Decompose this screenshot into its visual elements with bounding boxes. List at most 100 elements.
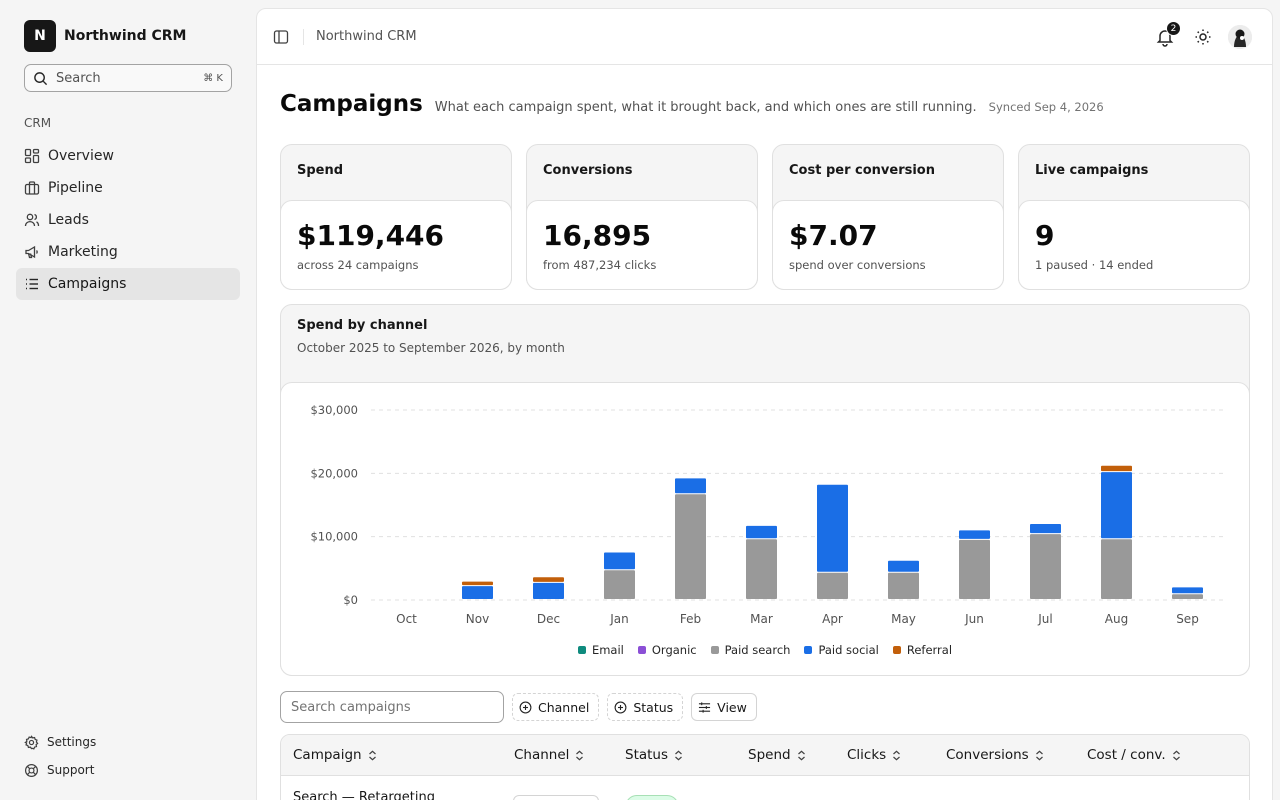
theme-toggle-button[interactable] [1193, 27, 1213, 47]
sort-icon [1035, 749, 1043, 761]
campaign-name[interactable]: Search — Retargeting [293, 790, 436, 800]
sort-icon [797, 749, 805, 761]
bar-segment [888, 572, 919, 599]
megaphone-icon [25, 245, 38, 259]
column-label: Clicks [847, 747, 887, 763]
kpi-subtext: from 487,234 clicks [543, 258, 657, 272]
chart-subtitle: October 2025 to September 2026, by month [297, 341, 565, 355]
legend-label: Paid search [724, 643, 791, 657]
brand[interactable]: N Northwind CRM [24, 20, 186, 52]
sidebar-item-leads[interactable]: Leads [16, 204, 240, 236]
sidebar-item-support[interactable]: Support [16, 756, 240, 784]
sidebar-item-campaigns[interactable]: Campaigns [16, 268, 240, 300]
x-tick-label: Sep [1176, 612, 1199, 626]
brand-logo: N [24, 20, 56, 52]
legend-swatch [637, 646, 646, 654]
column-header-spend[interactable]: Spend [748, 747, 806, 763]
sidebar-nav: Overview Pipeline Leads Marketing Campai… [16, 140, 240, 300]
main-panel: Northwind CRM 2 Campaigns What each camp… [256, 8, 1273, 800]
legend-item[interactable]: Paid social [804, 643, 879, 657]
lifebuoy-icon [24, 763, 39, 777]
breadcrumb: Northwind CRM [316, 29, 417, 44]
sidebar: N Northwind CRM Search ⌘ K CRM Overview … [0, 0, 256, 800]
chart-title: Spend by channel [297, 318, 428, 333]
column-header-channel[interactable]: Channel [514, 747, 584, 763]
legend-swatch [577, 646, 586, 654]
kpi-value: $7.07 [789, 219, 878, 252]
chart-body: $0 $10,000 $20,000 $30,000 Oct Nov Dec Jan Feb Ma… [280, 382, 1250, 676]
sidebar-search-input[interactable]: Search ⌘ K [24, 64, 232, 92]
x-tick-label: Aug [1105, 612, 1128, 626]
column-header-clicks[interactable]: Clicks [847, 747, 901, 763]
legend-label: Referral [906, 643, 953, 657]
kpi-body: $7.07 spend over conversions [772, 200, 1004, 290]
sidebar-item-marketing[interactable]: Marketing [16, 236, 240, 268]
section-label-crm: CRM [24, 116, 52, 130]
bar-segment [888, 560, 919, 572]
legend-item[interactable]: Organic [637, 643, 697, 657]
bar-segment [817, 572, 848, 599]
sidebar-item-label: Pipeline [48, 180, 103, 196]
kpi-value: 9 [1035, 219, 1055, 252]
bar-segment [1030, 524, 1061, 534]
bar-segment [1172, 587, 1203, 594]
plus-circle-icon [519, 701, 532, 713]
sidebar-item-overview[interactable]: Overview [16, 140, 240, 172]
x-tick-label: Dec [537, 612, 560, 626]
x-tick-label: Oct [396, 612, 417, 626]
legend-swatch [804, 646, 813, 654]
sidebar-footer-nav: Settings Support [16, 728, 240, 784]
column-label: Channel [514, 747, 570, 763]
legend-item[interactable]: Referral [892, 643, 953, 657]
bar-segment [604, 552, 635, 570]
column-header-cost-per-conversion[interactable]: Cost / conv. [1087, 747, 1181, 763]
view-options-button[interactable]: View [691, 693, 757, 721]
legend-item[interactable]: Paid search [710, 643, 791, 657]
bar-segment [604, 570, 635, 599]
status-filter-button[interactable]: Status [607, 693, 684, 721]
kpi-card-cost-per-conversion: Cost per conversion $7.07 spend over con… [772, 144, 1004, 290]
sidebar-toggle-button[interactable] [269, 25, 293, 49]
bar-segment [746, 525, 777, 539]
legend-label: Organic [651, 643, 697, 657]
legend-item[interactable]: Email [577, 643, 624, 657]
sliders-icon [699, 701, 711, 713]
kpi-value: $119,446 [297, 219, 445, 252]
column-label: Status [625, 747, 669, 763]
sort-icon [368, 749, 376, 761]
sort-icon [1172, 749, 1180, 761]
sort-icon [675, 749, 682, 761]
x-tick-label: Jun [964, 612, 984, 626]
dashboard-icon [24, 148, 40, 164]
kpi-body: 9 1 paused · 14 ended [1018, 200, 1250, 290]
bar-segment [533, 577, 564, 582]
kpi-subtext: spend over conversions [789, 258, 926, 272]
bar-segment [675, 478, 706, 494]
user-avatar[interactable] [1228, 25, 1252, 49]
kpi-label: Spend [297, 163, 344, 178]
sort-icon [893, 749, 901, 761]
column-label: Conversions [946, 747, 1029, 763]
table-row[interactable]: Search — Retargeting [281, 776, 1249, 800]
notification-badge: 2 [1166, 21, 1181, 36]
x-tick-label: Nov [466, 612, 489, 626]
sidebar-item-settings[interactable]: Settings [16, 728, 240, 756]
sidebar-item-label: Campaigns [48, 276, 127, 292]
status-badge [625, 795, 679, 800]
kpi-card-live-campaigns: Live campaigns 9 1 paused · 14 ended [1018, 144, 1250, 290]
sidebar-item-label: Leads [48, 212, 89, 228]
bar-segment [462, 581, 493, 586]
column-header-conversions[interactable]: Conversions [946, 747, 1044, 763]
kpi-card-spend: Spend $119,446 across 24 campaigns [280, 144, 512, 290]
filter-bar: Search campaigns Channel Status View [280, 691, 757, 723]
sidebar-item-pipeline[interactable]: Pipeline [16, 172, 240, 204]
campaign-search-input[interactable]: Search campaigns [280, 691, 504, 723]
table-header: Campaign Channel Status Spend Clicks Con… [281, 735, 1249, 776]
sort-icon [576, 749, 584, 761]
kpi-label: Live campaigns [1035, 163, 1149, 178]
column-header-campaign[interactable]: Campaign [293, 747, 377, 763]
bar-segment [1101, 472, 1132, 539]
channel-filter-button[interactable]: Channel [512, 693, 600, 721]
column-header-status[interactable]: Status [625, 747, 683, 763]
plus-circle-icon [614, 701, 627, 713]
